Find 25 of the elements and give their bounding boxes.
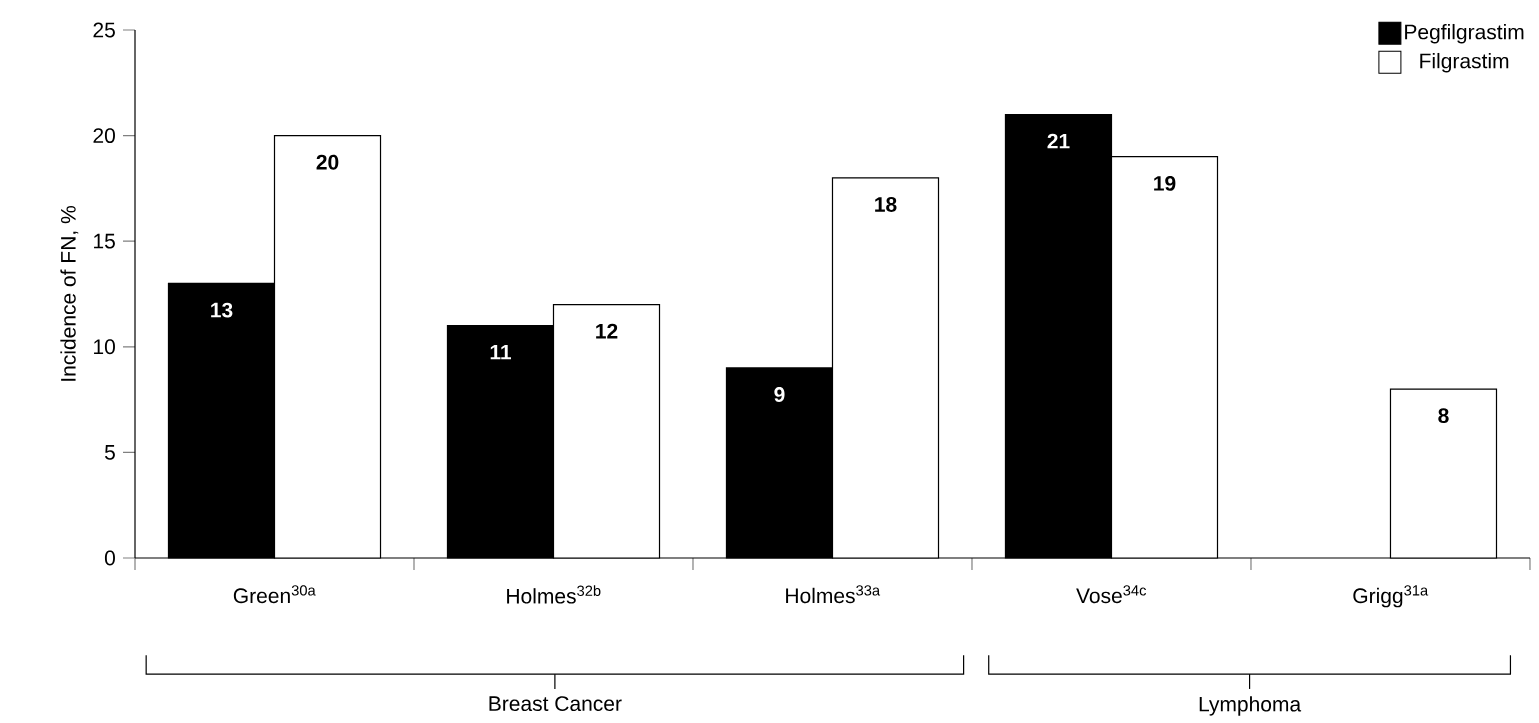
data-label: 12 bbox=[596, 323, 618, 339]
y-tick-label: 0 bbox=[104, 550, 115, 566]
y-tick-label: 5 bbox=[104, 445, 115, 460]
y-tick-label: 10 bbox=[94, 339, 115, 355]
data-label: 11 bbox=[490, 345, 511, 360]
x-tick-label: Holmes$^{33a}$ bbox=[786, 585, 881, 604]
text: Breast Cancer bbox=[489, 696, 622, 712]
y-tick-label: 15 bbox=[94, 234, 115, 249]
data-label: 20 bbox=[316, 154, 339, 170]
data-label: 21 bbox=[1047, 133, 1070, 149]
legend-label: Filgrastim bbox=[1420, 53, 1509, 73]
text: Lymphoma bbox=[1199, 696, 1302, 716]
y-tick-label: 20 bbox=[93, 128, 115, 144]
x-tick-label: Green$^{30a}$ bbox=[233, 585, 316, 604]
data-label: 13 bbox=[211, 302, 233, 318]
legend-label: Pegfilgrastim bbox=[1405, 24, 1524, 44]
data-label: 18 bbox=[875, 197, 897, 213]
data-label: 8 bbox=[1438, 408, 1449, 424]
y-tick-label: 25 bbox=[93, 22, 115, 38]
data-label: 9 bbox=[774, 387, 785, 403]
x-tick-label: Holmes$^{32b}$ bbox=[507, 585, 601, 604]
x-tick-label: Vose$^{34c}$ bbox=[1076, 585, 1147, 604]
data-label: 19 bbox=[1154, 176, 1176, 191]
y-axis-title: Incidence of FN, % bbox=[60, 206, 79, 381]
x-tick-label: Grigg$^{31a}$ bbox=[1353, 585, 1429, 608]
